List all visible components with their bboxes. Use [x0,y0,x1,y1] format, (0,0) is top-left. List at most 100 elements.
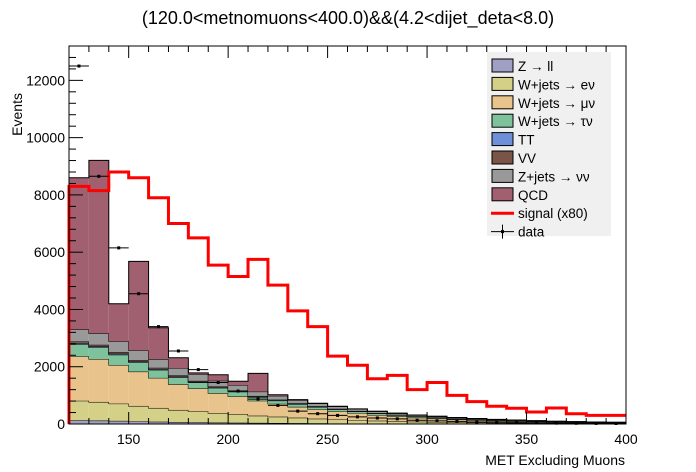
data-point-22 [515,421,519,425]
stack-layer [69,159,626,425]
stack-bar-3-10 [267,400,288,404]
data-point-15 [375,416,379,420]
x-tick-label-250: 250 [316,431,340,447]
data-point-10 [276,403,280,407]
stack-bar-7-3 [128,261,149,351]
stack-bar-1-4 [148,407,169,422]
stack-bar-3-13 [327,409,348,412]
stack-bar-0-4 [148,421,169,424]
stack-bar-1-3 [128,405,149,422]
stack-bar-1-1 [88,401,109,421]
stack-bar-1-12 [307,418,328,424]
stack-bar-0-5 [168,421,189,424]
stack-bar-4-0 [69,343,89,345]
stack-bar-6-15 [367,411,388,414]
legend-swatch-3 [491,113,514,128]
stack-bar-5-0 [69,341,89,344]
stack-bar-6-11 [287,400,308,404]
stack-bar-3-5 [168,377,189,385]
stack-bar-1-18 [427,422,447,424]
stack-bar-5-4 [148,367,169,370]
stack-bar-6-3 [128,350,149,361]
stack-bar-6-17 [407,415,428,417]
x-tick-label-200: 200 [216,431,240,447]
stack-bar-3-16 [387,415,408,417]
stack-bar-3-11 [287,404,308,407]
stack-bar-4-1 [88,346,109,348]
data-point-11 [296,409,300,413]
stack-bar-2-5 [168,384,189,410]
data-point-27 [614,421,618,425]
data-point-21 [495,420,499,424]
stack-bar-0-7 [208,422,229,424]
stack-bar-6-14 [347,408,368,411]
data-point-23 [534,421,538,425]
data-point-19 [455,419,459,423]
legend-label-6: Z+jets → νν [518,169,590,184]
data-point-4 [157,325,161,329]
data-point-7 [216,380,220,384]
stack-bar-2-2 [108,365,129,404]
data-point-8 [236,389,240,393]
stack-bar-6-18 [427,416,447,418]
stack-bar-7-6 [188,372,209,375]
stack-bar-2-1 [88,358,109,402]
stack-bar-6-5 [168,368,189,376]
stack-bar-2-10 [267,403,288,417]
legend-swatch-5 [491,150,514,165]
stack-bar-4-2 [108,353,129,355]
stack-bar-6-1 [88,333,109,345]
legend-label-7: QCD [518,188,548,203]
data-point-13 [336,413,340,417]
stack-bar-7-10 [267,394,288,396]
data-point-25 [574,421,578,425]
chart-title: (120.0<metnomuons<400.0)&&(4.2<dijet_det… [142,8,554,29]
stack-bar-0-8 [228,422,249,424]
data-point-26 [594,421,598,425]
legend-swatch-9 [501,230,504,234]
legend-swatch-2 [491,95,514,110]
x-tick-label-150: 150 [117,431,141,447]
data-point-16 [395,417,399,421]
stack-bar-1-7 [208,413,229,423]
legend-label-9: data [518,225,545,240]
stack-bar-3-15 [367,413,388,415]
stack-bar-6-10 [267,395,288,400]
data-point-18 [435,419,439,423]
stack-bar-2-4 [148,377,169,408]
legend-swatch-6 [491,168,514,183]
data-point-3 [137,292,141,296]
stack-bar-1-9 [248,415,268,423]
stack-bar-6-0 [69,329,89,342]
legend-label-8: signal (x80) [518,206,588,221]
stack-bar-3-6 [188,382,209,389]
legend-label-3: W+jets → τν [518,114,593,129]
stack-bar-0-9 [248,422,268,424]
stack-bar-3-2 [108,354,129,366]
stack-bar-0-3 [128,421,149,424]
stack-bar-1-5 [168,409,189,422]
stack-bar-7-4 [148,327,169,360]
legend-swatch-4 [491,132,514,147]
stack-bar-5-1 [88,344,109,347]
stack-bar-5-3 [128,360,149,362]
data-point-17 [415,418,419,422]
stack-bar-3-4 [148,369,169,378]
stack-bar-2-6 [188,388,209,412]
stack-bar-6-4 [148,359,169,368]
legend-swatch-1 [491,76,514,91]
stack-bar-6-13 [327,406,348,409]
stack-bar-0-2 [108,420,129,424]
stack-bar-1-0 [69,400,89,421]
y-tick-label-2000: 2000 [34,359,65,375]
stack-bar-3-3 [128,362,149,372]
data-point-14 [355,415,359,419]
x-tick-label-350: 350 [515,431,539,447]
stack-bar-3-14 [347,411,368,414]
stack-bar-2-8 [228,396,249,415]
legend-label-0: Z → ll [518,59,553,74]
stack-bar-6-8 [228,385,249,391]
stack-bar-5-5 [168,375,189,377]
stack-bar-2-9 [248,400,268,416]
stack-bar-7-7 [208,374,229,381]
